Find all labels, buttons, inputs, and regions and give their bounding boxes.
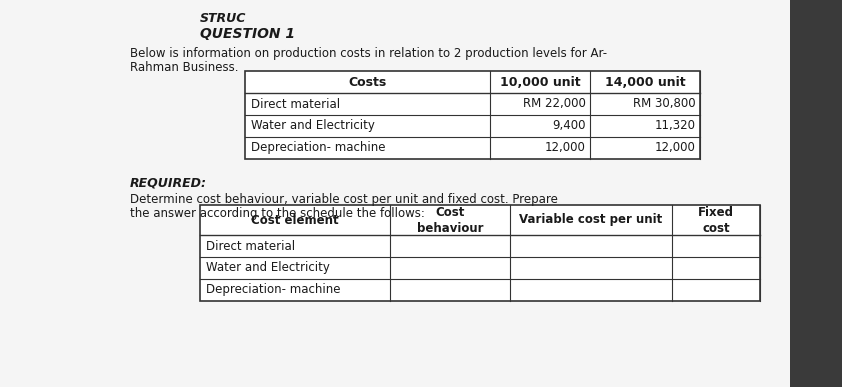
Bar: [200, 205, 760, 301]
Text: RM 30,800: RM 30,800: [633, 98, 696, 111]
Text: STRUC: STRUC: [200, 12, 247, 25]
Text: 9,400: 9,400: [552, 120, 586, 132]
Text: RM 22,000: RM 22,000: [523, 98, 586, 111]
Text: Water and Electricity: Water and Electricity: [206, 262, 330, 274]
Text: Below is information on production costs in relation to 2 production levels for : Below is information on production costs…: [130, 47, 607, 60]
Text: 11,320: 11,320: [655, 120, 696, 132]
Text: Fixed
cost: Fixed cost: [698, 205, 734, 235]
Text: 12,000: 12,000: [655, 142, 696, 154]
Text: Water and Electricity: Water and Electricity: [251, 120, 375, 132]
Text: QUESTION 1: QUESTION 1: [200, 27, 295, 41]
Text: Direct material: Direct material: [251, 98, 340, 111]
Text: the answer according to the schedule the follows:: the answer according to the schedule the…: [130, 207, 425, 220]
Text: Direct material: Direct material: [206, 240, 296, 252]
Text: Variable cost per unit: Variable cost per unit: [520, 214, 663, 226]
Text: Depreciation- machine: Depreciation- machine: [251, 142, 386, 154]
Text: 10,000 unit: 10,000 unit: [499, 75, 580, 89]
Text: Cost
behaviour: Cost behaviour: [417, 205, 483, 235]
Text: REQUIRED:: REQUIRED:: [130, 177, 207, 190]
Text: Depreciation- machine: Depreciation- machine: [206, 284, 340, 296]
Bar: [790, 0, 842, 387]
Bar: [245, 71, 700, 159]
Text: Determine cost behaviour, variable cost per unit and fixed cost. Prepare: Determine cost behaviour, variable cost …: [130, 193, 558, 206]
Text: 14,000 unit: 14,000 unit: [605, 75, 685, 89]
Text: Rahman Business.: Rahman Business.: [130, 61, 238, 74]
Text: 12,000: 12,000: [545, 142, 586, 154]
Text: Cost element: Cost element: [251, 214, 338, 226]
Text: Costs: Costs: [349, 75, 386, 89]
